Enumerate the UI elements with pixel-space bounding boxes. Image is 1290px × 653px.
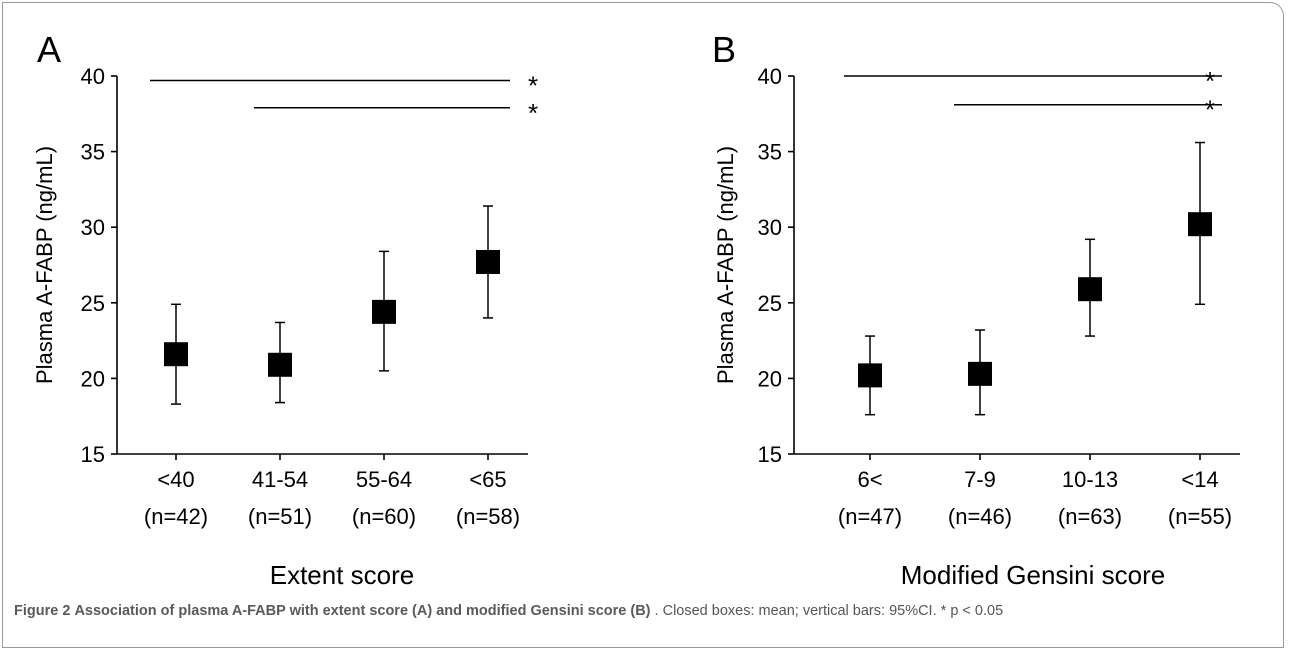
- caption-figure-label: Figure 2: [14, 603, 71, 619]
- n-label: (n=63): [1058, 504, 1122, 529]
- caption-title: Association of plasma A-FABP with extent…: [74, 603, 651, 619]
- figure-caption: Figure 2 Association of plasma A-FABP wi…: [14, 600, 1276, 622]
- significance-star: *: [528, 71, 538, 101]
- mean-marker: [372, 299, 396, 324]
- x-tick-label: <65: [469, 467, 506, 492]
- n-label: (n=46): [948, 504, 1012, 529]
- panel-label: A: [37, 29, 61, 70]
- mean-marker: [1188, 212, 1212, 237]
- significance-star: *: [1205, 95, 1215, 125]
- n-label: (n=60): [352, 504, 416, 529]
- x-tick-label: 7-9: [964, 467, 996, 492]
- x-tick-label: 41-54: [252, 467, 308, 492]
- y-tick-label: 35: [81, 140, 105, 165]
- x-axis-title: Modified Gensini score: [901, 560, 1165, 590]
- mean-marker: [476, 249, 500, 274]
- panel-label: B: [712, 29, 736, 70]
- y-tick-label: 40: [758, 64, 782, 89]
- y-tick-label: 20: [81, 366, 105, 391]
- y-tick-label: 25: [81, 291, 105, 316]
- x-tick-label: 6<: [857, 467, 882, 492]
- y-tick-label: 15: [758, 442, 782, 467]
- y-axis-title: Plasma A-FABP (ng/mL): [32, 146, 57, 384]
- x-tick-label: 10-13: [1062, 467, 1118, 492]
- x-tick-label: 55-64: [356, 467, 412, 492]
- n-label: (n=51): [248, 504, 312, 529]
- mean-marker: [858, 363, 882, 388]
- n-label: (n=47): [838, 504, 902, 529]
- x-axis-title: Extent score: [270, 560, 415, 590]
- mean-marker: [968, 361, 992, 386]
- significance-star: *: [528, 98, 538, 128]
- significance-star: *: [1205, 66, 1215, 96]
- y-tick-label: 15: [81, 442, 105, 467]
- y-tick-label: 25: [758, 291, 782, 316]
- x-tick-label: <40: [157, 467, 194, 492]
- y-axis-title: Plasma A-FABP (ng/mL): [713, 146, 738, 384]
- y-tick-label: 35: [758, 140, 782, 165]
- y-tick-label: 30: [81, 215, 105, 240]
- figure-charts: A 15 20 25 30 35 40 Plasma A-FABP (ng/mL) <40 (n=…: [32, 29, 1240, 590]
- n-label: (n=42): [144, 504, 208, 529]
- n-label: (n=55): [1168, 504, 1232, 529]
- caption-text: . Closed boxes: mean; vertical bars: 95%…: [654, 603, 1004, 619]
- mean-marker: [1078, 277, 1102, 302]
- mean-marker: [268, 352, 292, 377]
- mean-marker: [164, 342, 188, 367]
- y-tick-label: 40: [81, 64, 105, 89]
- n-label: (n=58): [456, 504, 520, 529]
- y-tick-label: 30: [758, 215, 782, 240]
- x-tick-label: <14: [1181, 467, 1218, 492]
- y-tick-label: 20: [758, 366, 782, 391]
